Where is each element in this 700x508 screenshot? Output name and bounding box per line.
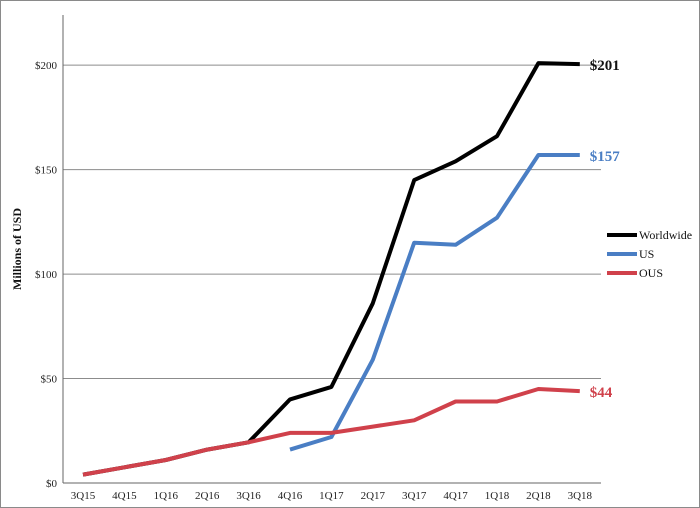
end-label-us: $157 [590, 149, 621, 165]
x-tick-label: 1Q18 [485, 490, 510, 502]
y-tick-label: $200 [35, 60, 58, 72]
x-tick-labels: 3Q15 4Q15 1Q16 2Q16 3Q16 4Q16 1Q17 2Q17 3Q17 4Q17… [71, 490, 593, 502]
x-tick-label: 4Q17 [443, 490, 468, 502]
legend-label-ous: OUS [639, 266, 663, 280]
y-tick-label: $150 [35, 165, 58, 177]
series-line-worldwide [82, 61, 580, 477]
series-line-ous [82, 387, 580, 477]
series-lines [82, 61, 580, 477]
y-tick-label: $0 [46, 478, 58, 490]
x-tick-label: 2Q16 [195, 490, 220, 502]
end-labels: $201 $157 $44 [590, 58, 621, 401]
x-tick-label: 4Q16 [278, 490, 303, 502]
legend-label-worldwide: Worldwide [639, 228, 692, 242]
x-tick-label: 4Q15 [112, 490, 137, 502]
series-line-us [289, 153, 580, 452]
x-tick-label: 2Q17 [361, 490, 386, 502]
x-tick-label: 3Q15 [71, 490, 96, 502]
x-tick-label: 3Q17 [402, 490, 427, 502]
x-tick-label: 1Q17 [319, 490, 344, 502]
y-tick-label: $100 [35, 269, 58, 281]
x-tick-label: 3Q18 [568, 490, 593, 502]
y-axis-label: Millions of USD [10, 208, 24, 290]
legend: Worldwide US OUS [607, 228, 692, 280]
end-label-worldwide: $201 [590, 58, 620, 74]
end-label-ous: $44 [590, 385, 613, 401]
y-tick-label: $50 [41, 374, 58, 386]
gridlines [63, 64, 601, 380]
legend-label-us: US [639, 247, 654, 261]
x-tick-label: 1Q16 [154, 490, 179, 502]
y-tick-labels: $0 $50 $100 $150 $200 [35, 60, 58, 490]
x-tick-label: 3Q16 [236, 490, 261, 502]
axes [62, 15, 601, 484]
x-tick-label: 2Q18 [526, 490, 551, 502]
